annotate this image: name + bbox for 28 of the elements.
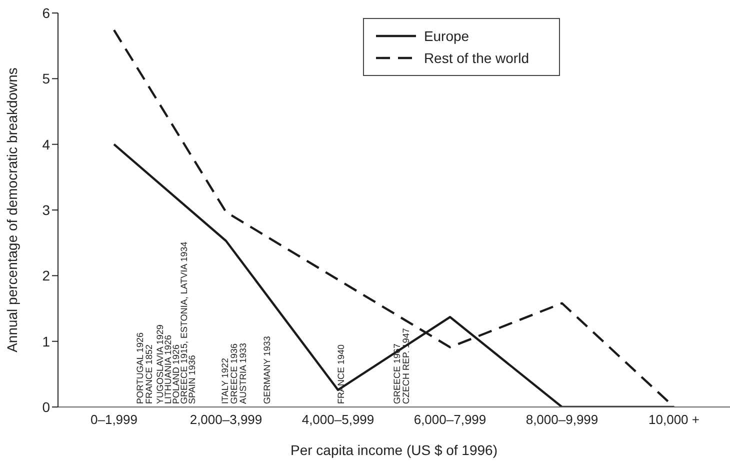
y-tick-label: 3 [42,202,50,218]
annotation: GREECE 1936 [229,343,239,404]
x-tick-label: 2,000–3,999 [190,412,262,428]
x-tick-label: 8,000–9,999 [526,412,598,428]
annotation: LITHUANIA 1926 [163,334,173,404]
x-axis-title: Per capita income (US $ of 1996) [290,442,498,458]
annotation: GREECE 1915, ESTONIA, LATVIA 1934 [179,242,189,404]
annotation: YUGOSLAVIA 1929 [155,324,165,404]
y-tick-label: 1 [42,333,50,350]
legend-label: Rest of the world [424,49,529,68]
legend-label: Europe [424,27,470,46]
x-tick-label: 10,000 + [648,412,700,428]
annotation: SPAIN 1936 [187,355,197,404]
y-axis-title: Annual percentage of democratic breakdowns [4,68,20,352]
annotation: FRANCE 1852 [144,344,154,404]
annotation: PORTUGAL 1926 [135,332,145,404]
y-tick-label: 6 [42,4,50,21]
x-tick-label: 4,000–5,999 [302,412,374,428]
y-tick-label: 0 [42,398,50,415]
annotation: ITALY 1922 [220,358,230,404]
y-tick-label: 5 [42,70,50,87]
x-tick-label: 6,000–7,999 [414,412,486,428]
annotation: GERMANY 1933 [262,336,272,404]
annotation: AUSTRIA 1933 [238,342,248,404]
x-tick-label: 0–1,999 [90,412,138,428]
y-tick-label: 2 [42,268,50,284]
annotation: POLAND 1926 [171,344,181,404]
y-tick-label: 4 [42,136,50,152]
